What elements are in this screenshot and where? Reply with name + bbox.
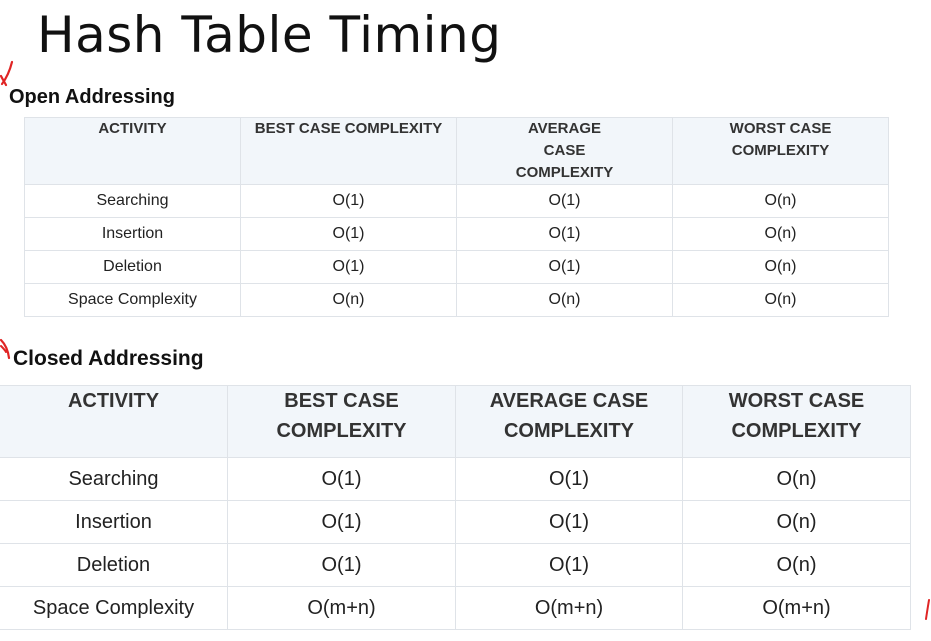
cell-average-case: O(1) <box>455 543 683 587</box>
table-header-row: ACTIVITY BEST CASE COMPLEXITY AVERAGE CA… <box>0 385 911 458</box>
column-header-best-case: BEST CASE COMPLEXITY <box>227 385 456 458</box>
cell-best-case: O(1) <box>240 184 457 218</box>
cell-average-case: O(n) <box>456 283 673 317</box>
cell-worst-case: O(m+n) <box>682 586 911 630</box>
table-row: Searching O(1) O(1) O(n) <box>0 457 911 501</box>
cell-best-case: O(1) <box>240 250 457 284</box>
cell-activity: Searching <box>0 457 228 501</box>
table-row: Insertion O(1) O(1) O(n) <box>0 500 911 544</box>
cell-worst-case: O(n) <box>672 283 889 317</box>
cell-activity: Deletion <box>0 543 228 587</box>
column-header-activity: ACTIVITY <box>0 385 228 458</box>
table-header-row: ACTIVITY BEST CASE COMPLEXITY AVERAGE CA… <box>24 117 889 185</box>
cell-average-case: O(1) <box>455 457 683 501</box>
red-pen-stroke-annotation <box>925 599 930 620</box>
red-pen-mark-annotation <box>0 338 11 360</box>
column-header-best-case: BEST CASE COMPLEXITY <box>240 117 457 185</box>
cell-best-case: O(1) <box>240 217 457 251</box>
cell-best-case: O(1) <box>227 457 456 501</box>
table-row: Deletion O(1) O(1) O(n) <box>0 543 911 587</box>
closed-addressing-table: ACTIVITY BEST CASE COMPLEXITY AVERAGE CA… <box>0 385 911 630</box>
open-addressing-heading: Open Addressing <box>9 86 175 108</box>
cell-activity: Searching <box>24 184 241 218</box>
table-row: Insertion O(1) O(1) O(n) <box>24 217 889 251</box>
column-header-average-case: AVERAGE CASE COMPLEXITY <box>455 385 683 458</box>
cell-average-case: O(1) <box>456 184 673 218</box>
cell-worst-case: O(n) <box>672 184 889 218</box>
cell-worst-case: O(n) <box>672 250 889 284</box>
cell-average-case: O(1) <box>456 250 673 284</box>
cell-average-case: O(1) <box>455 500 683 544</box>
cell-worst-case: O(n) <box>682 543 911 587</box>
slide-title: Hash Table Timing <box>37 6 502 64</box>
cell-worst-case: O(n) <box>682 457 911 501</box>
cell-worst-case: O(n) <box>682 500 911 544</box>
cell-activity: Insertion <box>0 500 228 544</box>
table-row: Space Complexity O(m+n) O(m+n) O(m+n) <box>0 586 911 630</box>
open-addressing-table: ACTIVITY BEST CASE COMPLEXITY AVERAGE CA… <box>24 117 889 317</box>
cell-best-case: O(1) <box>227 543 456 587</box>
closed-addressing-heading: Closed Addressing <box>13 347 204 370</box>
table-row: Deletion O(1) O(1) O(n) <box>24 250 889 284</box>
column-header-worst-case: WORST CASE COMPLEXITY <box>682 385 911 458</box>
column-header-worst-case: WORST CASE COMPLEXITY <box>672 117 889 185</box>
column-header-activity: ACTIVITY <box>24 117 241 185</box>
cell-activity: Space Complexity <box>24 283 241 317</box>
cell-best-case: O(1) <box>227 500 456 544</box>
cell-activity: Insertion <box>24 217 241 251</box>
cell-activity: Space Complexity <box>0 586 228 630</box>
cell-average-case: O(m+n) <box>455 586 683 630</box>
column-header-average-case: AVERAGE CASE COMPLEXITY <box>456 117 673 185</box>
cell-best-case: O(n) <box>240 283 457 317</box>
cell-activity: Deletion <box>24 250 241 284</box>
cell-best-case: O(m+n) <box>227 586 456 630</box>
table-row: Searching O(1) O(1) O(n) <box>24 184 889 218</box>
table-row: Space Complexity O(n) O(n) O(n) <box>24 283 889 317</box>
cell-worst-case: O(n) <box>672 217 889 251</box>
cell-average-case: O(1) <box>456 217 673 251</box>
